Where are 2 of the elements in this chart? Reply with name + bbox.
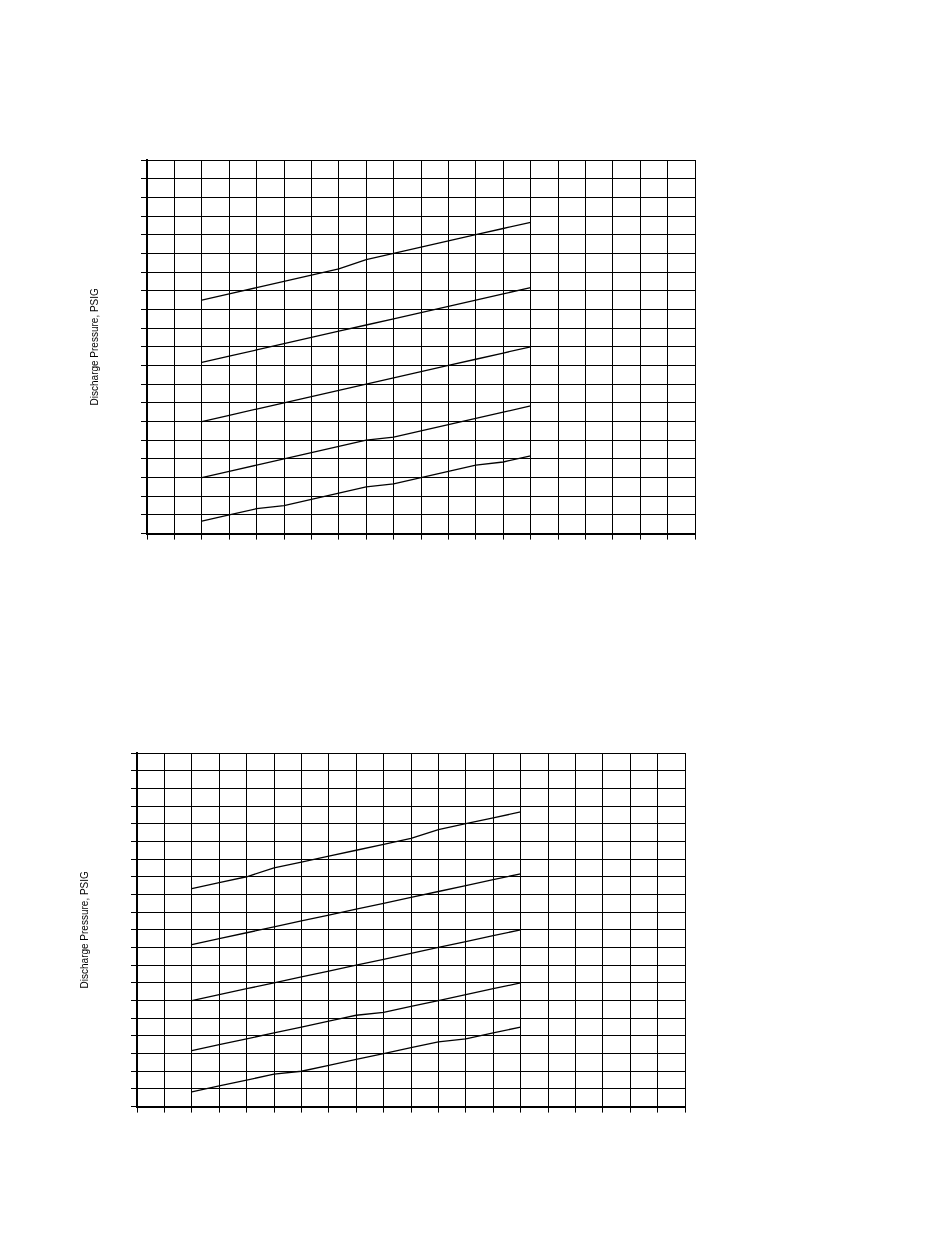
y-axis-title: Discharge Pressure, PSIG	[78, 870, 90, 989]
y-axis-title: Discharge Pressure, PSIG	[88, 287, 100, 406]
